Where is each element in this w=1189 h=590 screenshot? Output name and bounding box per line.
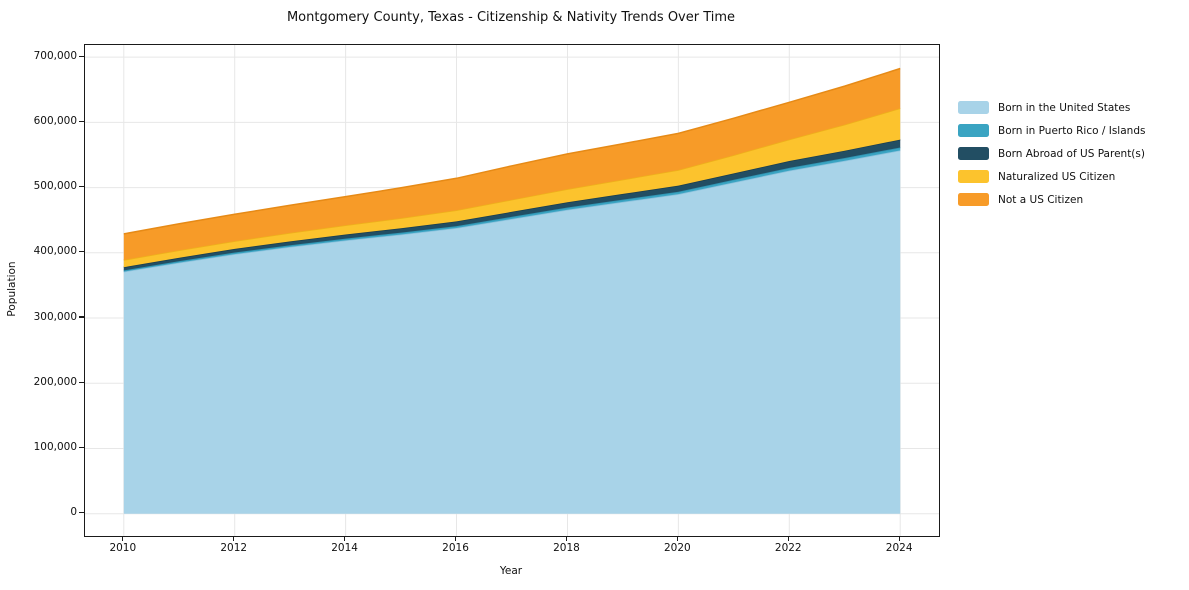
legend-item-born-abroad-of-us-parent-s: Born Abroad of US Parent(s): [958, 147, 1145, 160]
legend-swatch-icon: [958, 170, 989, 183]
legend-item-not-a-us-citizen: Not a US Citizen: [958, 193, 1145, 206]
legend-label: Born in Puerto Rico / Islands: [998, 124, 1146, 137]
x-tick-label: 2014: [331, 542, 358, 554]
x-tick-label: 2010: [109, 542, 137, 554]
y-tick-label: 0: [70, 506, 77, 519]
x-tick-mark: [344, 536, 346, 541]
y-tick-mark: [79, 251, 84, 253]
x-axis-label: Year: [499, 565, 523, 577]
y-tick-mark: [79, 381, 84, 383]
legend-label: Naturalized US Citizen: [998, 170, 1116, 183]
y-tick-label: 600,000: [33, 114, 77, 127]
legend-label: Not a US Citizen: [998, 193, 1084, 206]
x-tick-label: 2022: [774, 542, 802, 554]
y-tick-label: 700,000: [33, 49, 77, 62]
y-tick-mark: [79, 186, 84, 188]
x-tick-label: 2020: [663, 542, 691, 554]
x-tick-mark: [898, 536, 900, 541]
stacked-area-chart: [85, 45, 939, 536]
y-tick-label: 200,000: [33, 375, 77, 388]
legend-label: Born Abroad of US Parent(s): [998, 147, 1145, 160]
plot-area: [84, 44, 940, 537]
legend-swatch-icon: [958, 124, 989, 137]
x-tick-label: 2012: [220, 542, 248, 554]
y-tick-mark: [79, 55, 84, 57]
y-tick-mark: [79, 316, 84, 318]
y-tick-mark: [79, 512, 84, 514]
chart-title: Montgomery County, Texas - Citizenship &…: [286, 10, 736, 25]
y-tick-label: 500,000: [33, 180, 77, 193]
x-tick-mark: [233, 536, 235, 541]
x-tick-label: 2016: [442, 542, 469, 554]
legend-label: Born in the United States: [998, 101, 1131, 114]
x-tick-label: 2024: [885, 542, 913, 554]
x-tick-mark: [787, 536, 789, 541]
legend: Born in the United States Born in Puerto …: [958, 101, 1145, 206]
y-tick-label: 100,000: [33, 440, 77, 453]
legend-item-born-in-puerto-rico-islands: Born in Puerto Rico / Islands: [958, 124, 1145, 137]
legend-swatch-icon: [958, 147, 989, 160]
legend-item-naturalized-us-citizen: Naturalized US Citizen: [958, 170, 1145, 183]
y-tick-label: 300,000: [33, 310, 77, 323]
x-tick-label: 2018: [553, 542, 580, 554]
x-tick-mark: [122, 536, 124, 541]
y-tick-mark: [79, 446, 84, 449]
legend-swatch-icon: [958, 193, 989, 206]
x-tick-mark: [676, 536, 679, 541]
legend-swatch-icon: [958, 101, 989, 114]
x-tick-mark: [565, 536, 568, 541]
x-tick-mark: [454, 536, 457, 541]
legend-item-born-in-the-united-states: Born in the United States: [958, 101, 1145, 114]
y-tick-mark: [79, 120, 84, 123]
y-tick-label: 400,000: [33, 245, 77, 258]
